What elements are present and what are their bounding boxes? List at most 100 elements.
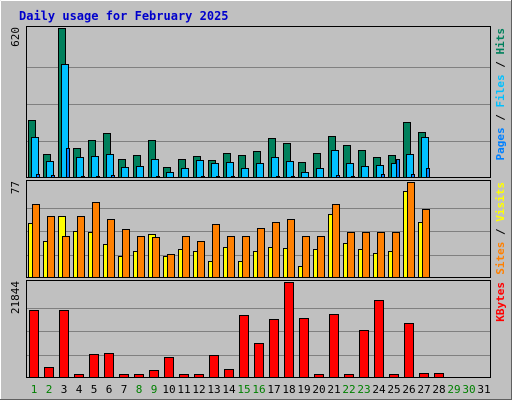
bar-kbytes-kbytes-5 <box>89 354 99 378</box>
legend-entry-pages: Pages <box>494 121 507 161</box>
x-tick-label-20: 20 <box>312 383 325 396</box>
bar-kbytes-kbytes-18 <box>284 282 294 378</box>
x-tick-label-5: 5 <box>91 383 98 396</box>
bar-hits-files-21 <box>331 150 339 178</box>
bar-visits-sites-10 <box>167 254 175 278</box>
bar-kbytes-kbytes-9 <box>149 370 159 378</box>
bar-visits-sites-16 <box>257 228 265 278</box>
bar-kbytes-kbytes-26 <box>404 323 414 378</box>
legend-separator: / <box>494 222 507 235</box>
x-tick-label-16: 16 <box>252 383 265 396</box>
bar-hits-files-1 <box>31 137 39 178</box>
x-tick-label-19: 19 <box>297 383 310 396</box>
bar-visits-sites-9 <box>152 237 160 278</box>
bar-hits-files-12 <box>196 160 204 178</box>
panel-hits-border <box>26 26 491 178</box>
bar-visits-sites-21 <box>332 204 340 278</box>
legend-entry-hits: Hits <box>494 28 507 55</box>
bar-kbytes-kbytes-19 <box>299 318 309 378</box>
bar-hits-files-19 <box>301 172 309 178</box>
bar-kbytes-kbytes-1 <box>29 310 39 378</box>
bar-hits-files-10 <box>166 172 174 178</box>
bar-kbytes-kbytes-27 <box>419 373 429 378</box>
bar-visits-sites-3 <box>62 236 70 278</box>
x-tick-label-31: 31 <box>477 383 490 396</box>
bar-hits-files-18 <box>286 161 294 178</box>
bar-hits-files-8 <box>136 166 144 178</box>
legend-visits: Sites / Visits <box>494 182 507 275</box>
panel-visits: 77 Sites / Visits <box>9 180 507 278</box>
bar-visits-sites-26 <box>407 182 415 278</box>
panel-visits-border <box>26 180 491 278</box>
panel-kbytes-border <box>26 280 491 378</box>
bar-hits-files-4 <box>76 157 84 178</box>
legend-separator: / <box>494 55 507 68</box>
bar-kbytes-kbytes-14 <box>224 369 234 378</box>
bar-hits-files-5 <box>91 156 99 178</box>
bar-kbytes-kbytes-13 <box>209 355 219 378</box>
legend-entry-sites: Sites <box>494 235 507 275</box>
bar-kbytes-kbytes-16 <box>254 343 264 378</box>
bar-hits-files-15 <box>241 168 249 178</box>
bar-visits-sites-15 <box>242 236 250 278</box>
x-tick-label-29: 29 <box>447 383 460 396</box>
x-tick-label-22: 22 <box>342 383 355 396</box>
x-tick-label-11: 11 <box>177 383 190 396</box>
x-tick-label-9: 9 <box>151 383 158 396</box>
bar-kbytes-kbytes-24 <box>374 300 384 378</box>
bar-visits-sites-13 <box>212 224 220 278</box>
bar-hits-files-22 <box>346 163 354 178</box>
bar-kbytes-kbytes-28 <box>434 373 444 378</box>
bar-visits-sites-11 <box>182 236 190 278</box>
x-tick-label-8: 8 <box>136 383 143 396</box>
x-tick-label-17: 17 <box>267 383 280 396</box>
bar-hits-pages-25 <box>396 159 400 178</box>
legend-kbytes: KBytes <box>494 282 507 322</box>
x-tick-label-2: 2 <box>46 383 53 396</box>
bar-visits-sites-19 <box>302 236 310 278</box>
y-max-label-kbytes: 21844 <box>9 281 22 314</box>
bar-hits-files-23 <box>361 166 369 178</box>
x-tick-label-4: 4 <box>76 383 83 396</box>
x-axis: 1 2 3 4 5 6 7 8 9 10 11 12 13 14 15 16 17 18 19 20 21 22 23 24 2… <box>31 383 491 396</box>
bar-kbytes-kbytes-17 <box>269 319 279 378</box>
bar-visits-sites-6 <box>107 219 115 278</box>
x-tick-label-15: 15 <box>237 383 250 396</box>
bar-visits-sites-7 <box>122 229 130 278</box>
bar-kbytes-kbytes-2 <box>44 367 54 378</box>
x-tick-label-18: 18 <box>282 383 295 396</box>
x-tick-label-24: 24 <box>372 383 386 396</box>
bar-hits-files-17 <box>271 157 279 178</box>
legend-entry-visits: Visits <box>494 182 507 222</box>
x-tick-label-30: 30 <box>462 383 475 396</box>
bar-visits-sites-1 <box>32 204 40 278</box>
bar-hits-pages-27 <box>426 168 430 178</box>
x-tick-label-7: 7 <box>121 383 128 396</box>
bar-kbytes-kbytes-15 <box>239 315 249 378</box>
bar-visits-sites-20 <box>317 236 325 278</box>
x-tick-label-6: 6 <box>106 383 113 396</box>
bar-hits-files-20 <box>316 168 324 178</box>
bar-visits-sites-2 <box>47 216 55 278</box>
bar-visits-sites-25 <box>392 232 400 278</box>
y-max-label-visits: 77 <box>9 181 22 194</box>
x-tick-label-26: 26 <box>402 383 415 396</box>
x-tick-label-3: 3 <box>61 383 68 396</box>
bar-hits-files-13 <box>211 163 219 178</box>
bar-visits-sites-27 <box>422 209 430 278</box>
bar-hits-pages-3 <box>66 148 70 178</box>
legend-separator: / <box>494 108 507 121</box>
bar-hits-files-7 <box>121 167 129 178</box>
bar-visits-sites-24 <box>377 232 385 278</box>
x-tick-label-10: 10 <box>162 383 175 396</box>
bar-hits-files-14 <box>226 162 234 178</box>
legend-entry-kbytes: KBytes <box>494 282 507 322</box>
x-tick-label-28: 28 <box>432 383 445 396</box>
bar-visits-sites-5 <box>92 202 100 278</box>
bar-visits-sites-12 <box>197 241 205 278</box>
bar-kbytes-kbytes-6 <box>104 353 114 378</box>
x-tick-label-21: 21 <box>327 383 340 396</box>
bar-kbytes-kbytes-10 <box>164 357 174 378</box>
x-tick-label-25: 25 <box>387 383 400 396</box>
